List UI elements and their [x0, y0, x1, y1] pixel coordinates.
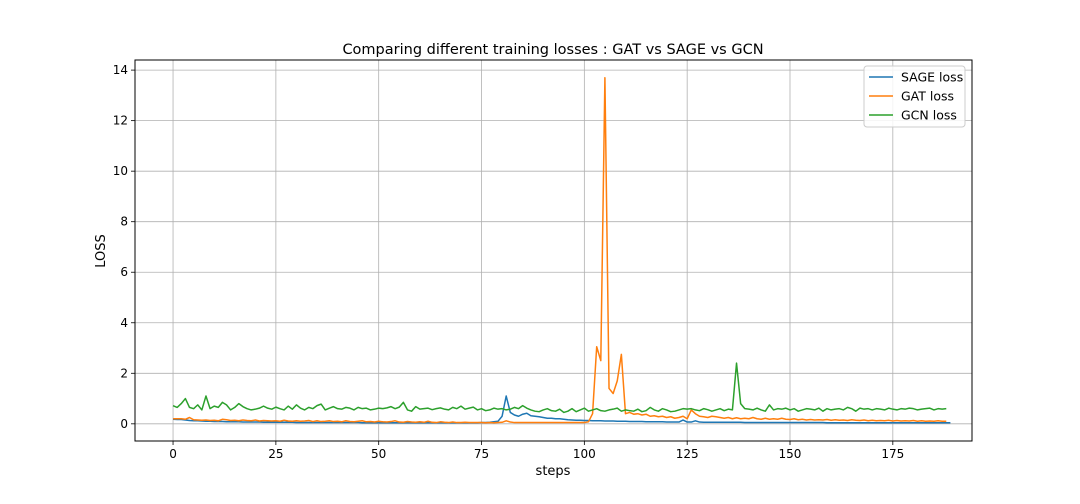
- y-tick-label: 2: [120, 366, 128, 380]
- legend-label-gat-loss: GAT loss: [901, 89, 954, 104]
- x-tick-label: 25: [268, 447, 283, 461]
- y-tick-label: 4: [120, 316, 128, 330]
- series-line-gcn-loss: [172, 362, 947, 414]
- x-tick-label: 0: [169, 447, 177, 461]
- x-axis-ticks: 0 25 50 75 100 125 150 175: [169, 441, 904, 461]
- y-axis-ticks: 0 2 4 6 8 10 12 14: [113, 63, 135, 431]
- series-lines: [172, 76, 951, 424]
- legend-label-gcn-loss: GCN loss: [901, 108, 957, 123]
- x-tick-label: 125: [676, 447, 699, 461]
- x-tick-label: 75: [474, 447, 489, 461]
- y-axis-label: LOSS: [94, 234, 109, 268]
- legend-label-sage-loss: SAGE loss: [901, 70, 963, 85]
- y-tick-label: 14: [113, 63, 128, 77]
- chart-title: Comparing different training losses : GA…: [342, 42, 763, 58]
- legend: SAGE loss GAT loss GCN loss: [863, 65, 966, 128]
- y-tick-label: 6: [120, 265, 128, 279]
- series-line-gat-loss: [173, 76, 947, 424]
- x-tick-label: 50: [371, 447, 386, 461]
- legend-box: [863, 65, 966, 128]
- x-axis-label: steps: [536, 464, 571, 479]
- x-tick-label: 100: [573, 447, 596, 461]
- series-line-sage-loss: [173, 395, 951, 424]
- y-tick-label: 0: [120, 417, 128, 431]
- y-tick-label: 10: [113, 164, 128, 178]
- y-tick-label: 12: [113, 114, 128, 128]
- x-tick-label: 175: [881, 447, 904, 461]
- y-tick-label: 8: [120, 215, 128, 229]
- plot-frame: [134, 59, 973, 442]
- x-tick-label: 150: [779, 447, 802, 461]
